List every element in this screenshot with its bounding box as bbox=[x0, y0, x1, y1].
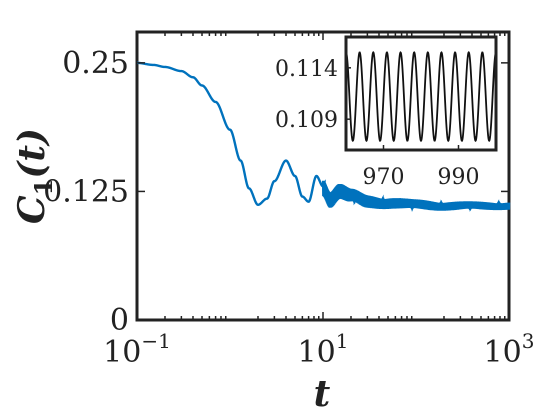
inset-plot: 0.109 0.114 970 990 bbox=[275, 35, 498, 190]
main-ticks bbox=[136, 32, 510, 321]
inset-y-tick-label: 0.109 bbox=[275, 108, 338, 133]
y-tick-label: 0.25 bbox=[62, 46, 129, 81]
main-ytick-labels: 0 0.125 0.25 bbox=[43, 46, 129, 338]
inset-ticks bbox=[346, 67, 460, 150]
y-axis-label: C1(t) bbox=[11, 128, 58, 224]
inset-xtick-labels: 970 990 bbox=[363, 165, 480, 190]
x-axis-label: t bbox=[314, 373, 331, 415]
inset-y-tick-label: 0.114 bbox=[275, 57, 338, 82]
x-tick-label: 101 bbox=[298, 329, 349, 370]
inset-ytick-labels: 0.109 0.114 bbox=[275, 57, 338, 133]
y-tick-label: 0 bbox=[110, 303, 129, 338]
inset-background bbox=[346, 37, 496, 150]
y-tick-label: 0.125 bbox=[43, 174, 129, 209]
inset-series-line bbox=[345, 51, 497, 143]
inset-x-tick-label: 970 bbox=[363, 165, 405, 190]
main-series-line bbox=[137, 61, 511, 212]
x-tick-label: 103 bbox=[484, 329, 535, 370]
main-plot: 0 0.125 0.25 10−1 101 103 bbox=[43, 30, 534, 370]
inset-frame bbox=[344, 35, 498, 152]
x-tick-label: 10−1 bbox=[103, 329, 171, 370]
main-xtick-labels: 10−1 101 103 bbox=[103, 329, 534, 370]
inset-x-tick-label: 990 bbox=[438, 165, 480, 190]
